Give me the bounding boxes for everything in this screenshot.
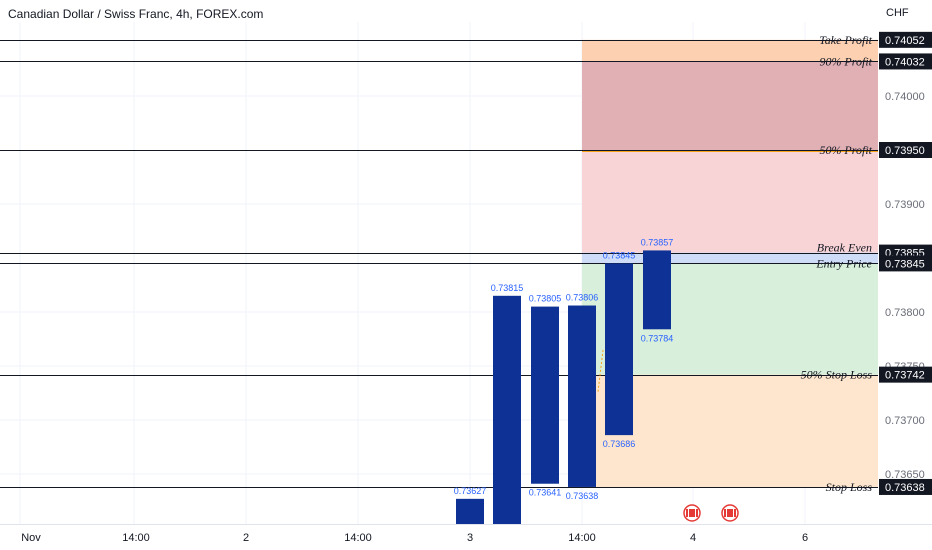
price-tick-label: 0.73700 [885, 415, 925, 427]
price-tag [879, 478, 932, 495]
flag-band-icon [724, 509, 726, 517]
candle-high-label: 0.73805 [529, 294, 562, 304]
time-tick-label: 2 [243, 532, 249, 544]
time-tick-label: 4 [690, 532, 696, 544]
maple-leaf-icon [689, 509, 695, 517]
time-tick-label: 14:00 [568, 532, 596, 544]
candle[interactable] [456, 498, 484, 534]
chart-title: Canadian Dollar / Swiss Franc, 4h, FOREX… [8, 7, 264, 21]
price-tag [879, 255, 932, 272]
candle-high-label: 0.73857 [641, 237, 674, 247]
flag-band-icon [696, 509, 698, 517]
break-even-zone [582, 252, 878, 264]
candle-high-label: 0.73845 [603, 250, 636, 260]
candle-high-label: 0.73815 [491, 283, 524, 293]
price-tag [879, 142, 932, 158]
candle[interactable] [531, 306, 559, 484]
price-axis[interactable] [878, 0, 932, 550]
price-tick-label: 0.73900 [885, 199, 925, 211]
candle[interactable] [605, 263, 633, 436]
time-tick-label: 14:00 [122, 532, 150, 544]
candle[interactable] [643, 250, 671, 330]
price-tag [879, 31, 932, 48]
candle-low-label: 0.73638 [566, 491, 599, 501]
price-tag-label: 0.73950 [885, 145, 925, 157]
flag-band-icon [734, 509, 736, 517]
level-label: 50% Stop Loss [801, 368, 873, 382]
level-label: Break Even [817, 241, 872, 255]
price-tick-label: 0.73650 [885, 469, 925, 481]
time-tick-label: 3 [467, 532, 473, 544]
level-label: 50% Profit [819, 143, 872, 157]
profit-zone-upper [582, 61, 878, 150]
candle-high-label: 0.73627 [454, 486, 487, 496]
price-tag-label: 0.74052 [885, 35, 925, 47]
price-tag [879, 53, 932, 70]
currency-label: CHF [886, 7, 909, 19]
level-label: Entry Price [815, 256, 872, 270]
candle-low-label: 0.73686 [603, 439, 636, 449]
level-label: Take Profit [819, 33, 872, 47]
level-label: 90% Profit [819, 54, 872, 68]
take-profit-zone [582, 39, 878, 62]
connector-line [597, 349, 604, 393]
time-tick-label: 6 [802, 532, 808, 544]
price-tag [879, 366, 932, 383]
time-tick-label: 14:00 [344, 532, 372, 544]
level-label: Stop Loss [826, 480, 873, 494]
time-axis[interactable] [0, 525, 932, 550]
price-tag-label: 0.73638 [885, 482, 925, 494]
price-tag-label: 0.74032 [885, 56, 925, 68]
candle[interactable] [568, 305, 596, 487]
price-tag-label: 0.73742 [885, 370, 925, 382]
profit-zone-lower [582, 150, 878, 253]
candle[interactable] [493, 295, 521, 534]
candle-low-label: 0.73641 [529, 488, 562, 498]
maple-leaf-icon [727, 509, 733, 517]
price-tick-label: 0.74000 [885, 91, 925, 103]
candle-low-label: 0.73784 [641, 333, 674, 343]
flag-band-icon [686, 509, 688, 517]
candle-high-label: 0.73806 [566, 293, 599, 303]
time-tick-label: Nov [21, 532, 41, 544]
price-tick-label: 0.73800 [885, 307, 925, 319]
candles-group [456, 250, 671, 534]
price-tag-label: 0.73845 [885, 258, 925, 270]
